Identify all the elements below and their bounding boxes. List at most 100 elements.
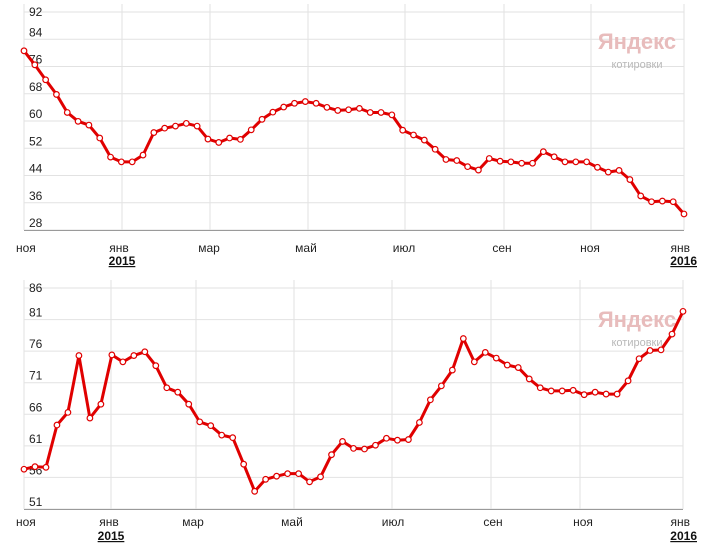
data-point[interactable] [431, 145, 439, 153]
data-point[interactable] [668, 330, 676, 338]
data-point[interactable] [306, 478, 313, 486]
data-point[interactable] [591, 388, 599, 396]
data-point[interactable] [64, 408, 72, 416]
data-point[interactable] [20, 465, 28, 473]
data-point[interactable] [323, 103, 331, 111]
data-point[interactable] [594, 163, 601, 171]
data-point[interactable] [448, 366, 456, 374]
data-point[interactable] [182, 119, 190, 127]
data-point[interactable] [459, 335, 467, 342]
data-point[interactable] [128, 158, 136, 166]
data-point[interactable] [339, 438, 346, 445]
data-point[interactable] [204, 135, 212, 143]
data-point[interactable] [139, 151, 147, 159]
data-point[interactable] [503, 361, 511, 369]
data-point[interactable] [312, 99, 320, 107]
data-point[interactable] [334, 107, 342, 114]
data-point[interactable] [485, 155, 493, 162]
data-point[interactable] [163, 384, 171, 392]
data-point[interactable] [416, 419, 423, 426]
data-point[interactable] [328, 451, 335, 459]
data-point[interactable] [42, 76, 50, 84]
data-point[interactable] [130, 352, 138, 359]
data-point[interactable] [426, 396, 434, 404]
data-point[interactable] [345, 106, 352, 114]
data-point[interactable] [561, 158, 569, 166]
data-point[interactable] [218, 431, 226, 439]
data-point[interactable] [525, 375, 533, 383]
data-point[interactable] [624, 377, 632, 385]
data-point[interactable] [108, 351, 116, 359]
data-point[interactable] [20, 47, 28, 55]
data-point[interactable] [569, 386, 577, 394]
data-point[interactable] [383, 434, 390, 442]
data-point[interactable] [53, 421, 61, 429]
data-point[interactable] [161, 124, 169, 132]
data-point[interactable] [550, 153, 558, 161]
data-point[interactable] [280, 103, 288, 111]
data-point[interactable] [240, 460, 248, 468]
data-point[interactable] [507, 158, 515, 166]
data-point[interactable] [410, 131, 417, 139]
data-point[interactable] [646, 347, 654, 354]
data-point[interactable] [602, 390, 610, 398]
data-point[interactable] [658, 197, 666, 205]
data-point[interactable] [317, 473, 324, 481]
data-point[interactable] [377, 109, 385, 116]
data-point[interactable] [150, 129, 158, 136]
data-point[interactable] [97, 400, 105, 408]
data-point[interactable] [229, 434, 237, 442]
data-point[interactable] [572, 158, 580, 166]
data-point[interactable] [207, 422, 215, 430]
data-point[interactable] [236, 135, 244, 143]
data-point[interactable] [247, 126, 255, 134]
data-point[interactable] [361, 445, 368, 453]
data-point[interactable] [399, 126, 407, 134]
data-point[interactable] [96, 134, 104, 142]
data-point[interactable] [63, 109, 71, 116]
data-point[interactable] [529, 159, 536, 167]
data-point[interactable] [437, 382, 445, 390]
data-point[interactable] [251, 487, 259, 495]
data-point[interactable] [117, 158, 125, 166]
data-point[interactable] [453, 157, 461, 164]
data-point[interactable] [496, 157, 504, 165]
data-point[interactable] [152, 362, 160, 370]
data-point[interactable] [366, 109, 374, 116]
data-point[interactable] [669, 198, 677, 206]
data-point[interactable] [85, 121, 93, 129]
data-point[interactable] [626, 176, 634, 183]
data-point[interactable] [141, 348, 149, 356]
data-point[interactable] [185, 400, 193, 408]
data-point[interactable] [295, 470, 302, 478]
data-point[interactable] [215, 139, 223, 146]
data-point[interactable] [648, 198, 655, 206]
data-point[interactable] [464, 163, 472, 171]
data-point[interactable] [350, 444, 357, 452]
data-point[interactable] [226, 134, 233, 142]
data-point[interactable] [394, 436, 401, 444]
data-point[interactable] [75, 352, 83, 359]
data-point[interactable] [372, 441, 379, 449]
data-point[interactable] [291, 99, 298, 107]
data-point[interactable] [536, 384, 544, 392]
data-point[interactable] [273, 472, 281, 480]
data-point[interactable] [442, 156, 450, 163]
data-point[interactable] [615, 166, 623, 174]
data-point[interactable] [613, 390, 621, 398]
data-point[interactable] [492, 354, 500, 362]
data-point[interactable] [583, 158, 591, 166]
data-point[interactable] [74, 117, 82, 125]
data-point[interactable] [196, 418, 204, 426]
data-point[interactable] [388, 111, 396, 119]
data-point[interactable] [269, 108, 277, 116]
data-point[interactable] [86, 414, 94, 422]
data-point[interactable] [262, 475, 270, 483]
data-point[interactable] [174, 388, 182, 396]
data-point[interactable] [420, 136, 428, 144]
data-point[interactable] [475, 166, 482, 174]
data-point[interactable] [657, 346, 665, 354]
data-point[interactable] [284, 470, 292, 478]
data-point[interactable] [514, 364, 522, 371]
data-point[interactable] [258, 115, 266, 123]
